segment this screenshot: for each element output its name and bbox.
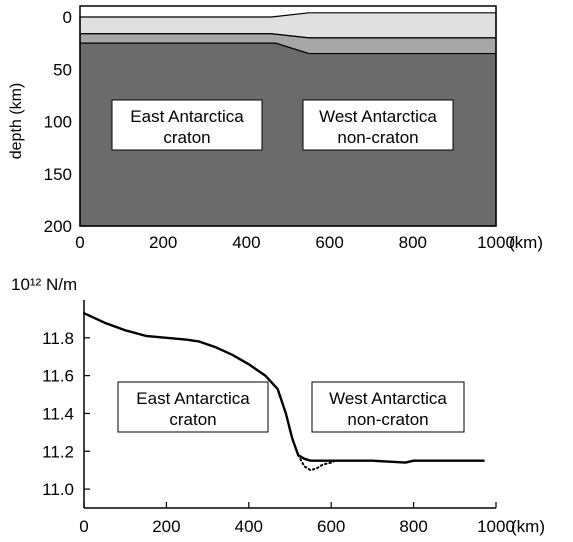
top-y-tick-label: 50	[53, 60, 72, 79]
bottom-x-ticks: 0 200 400 600 800 1000	[79, 502, 515, 536]
layer-areas	[79, 12, 497, 227]
top-region-label-line: craton	[163, 128, 210, 147]
top-region-label-box-1	[111, 99, 263, 151]
top-x-unit: (km)	[509, 233, 543, 252]
bottom-region-label-box-1	[117, 381, 269, 433]
bottom-region-label-box-2	[311, 381, 465, 433]
bottom-x-tick-label: 1000	[477, 517, 515, 536]
bottom-y-unit: 10¹² N/m	[11, 275, 77, 294]
bottom-series	[82, 312, 485, 472]
top-x-tick-label: 1000	[477, 233, 515, 252]
top-x-tick-label: 800	[399, 233, 427, 252]
top-x-tick-label: 200	[149, 233, 177, 252]
top-region-label-line: non-craton	[337, 128, 418, 147]
top-region-labels: East Antarctica craton West Antarctica non-…	[111, 99, 454, 151]
strength-profile-panel: 11.0 11.2 11.4 11.6 11.8 0 200 400 600 800 1000 1…	[11, 275, 545, 536]
bottom-region-labels: East Antarctica craton West Antarctica non-…	[117, 381, 465, 433]
bottom-x-tick-label: 800	[399, 517, 427, 536]
bottom-y-ticks: 11.0 11.2 11.4 11.6 11.8	[42, 329, 90, 499]
top-y-tick-label: 150	[44, 165, 72, 184]
bottom-region-label-line: East Antarctica	[136, 389, 250, 408]
bottom-y-tick-label: 11.0	[42, 480, 74, 499]
bottom-y-tick-label: 11.2	[42, 442, 74, 461]
top-x-tick-label: 600	[315, 233, 343, 252]
bottom-x-unit: (km)	[511, 517, 545, 536]
series-line-solid	[82, 312, 485, 464]
series-line-dotted	[297, 454, 337, 472]
bottom-y-tick-label: 11.4	[42, 404, 74, 423]
bottom-region-label-line: non-craton	[347, 410, 428, 429]
bottom-x-tick-label: 0	[79, 517, 88, 536]
top-y-axis-label: depth (km)	[8, 83, 25, 159]
top-y-tick-label: 0	[63, 8, 72, 27]
top-y-tick-label: 200	[44, 217, 72, 236]
bottom-region-label-line: West Antarctica	[329, 389, 447, 408]
bottom-y-tick-label: 11.8	[42, 329, 74, 348]
top-region-label-box-2	[302, 99, 454, 151]
top-region-label-line: East Antarctica	[130, 107, 244, 126]
top-region-label-line: West Antarctica	[319, 107, 437, 126]
top-y-ticks: 0 50 100 150 200	[44, 8, 72, 236]
top-y-tick-label: 100	[44, 113, 72, 132]
bottom-x-tick-label: 600	[317, 517, 345, 536]
top-plot-frame	[79, 5, 497, 227]
bottom-region-label-line: craton	[169, 410, 216, 429]
top-x-tick-label: 0	[75, 233, 84, 252]
bottom-x-tick-label: 200	[152, 517, 180, 536]
bottom-y-tick-label: 11.6	[42, 367, 74, 386]
top-x-tick-label: 400	[232, 233, 260, 252]
bottom-x-tick-label: 400	[235, 517, 263, 536]
top-x-ticks: 0 200 400 600 800 1000	[75, 233, 515, 252]
